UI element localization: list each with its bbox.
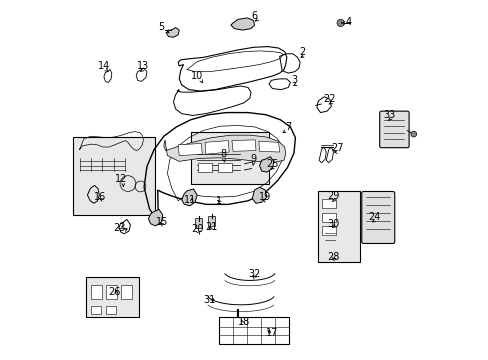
Polygon shape xyxy=(231,140,255,151)
Text: 31: 31 xyxy=(203,295,215,305)
FancyBboxPatch shape xyxy=(361,192,394,243)
FancyBboxPatch shape xyxy=(218,318,288,344)
Text: 21: 21 xyxy=(205,222,217,232)
Text: 18: 18 xyxy=(237,317,249,327)
Polygon shape xyxy=(178,143,202,156)
Bar xyxy=(91,285,102,299)
Bar xyxy=(198,163,212,172)
Bar xyxy=(217,163,231,172)
Text: 27: 27 xyxy=(330,143,343,153)
Polygon shape xyxy=(148,210,163,226)
Polygon shape xyxy=(252,187,266,203)
Bar xyxy=(73,137,155,215)
Text: 32: 32 xyxy=(248,269,260,279)
Text: 14: 14 xyxy=(98,61,110,71)
Polygon shape xyxy=(230,18,254,30)
Text: 17: 17 xyxy=(266,328,278,338)
Bar xyxy=(207,216,215,226)
Polygon shape xyxy=(259,157,273,172)
Text: 33: 33 xyxy=(383,110,395,120)
Text: 29: 29 xyxy=(326,191,339,201)
Text: 9: 9 xyxy=(250,154,256,164)
Text: 19: 19 xyxy=(259,192,271,202)
Text: 28: 28 xyxy=(326,252,339,262)
Polygon shape xyxy=(166,28,179,37)
FancyBboxPatch shape xyxy=(379,111,408,148)
Polygon shape xyxy=(182,189,197,206)
Bar xyxy=(195,218,202,228)
Text: 26: 26 xyxy=(108,287,121,297)
Circle shape xyxy=(410,131,416,137)
Text: 15: 15 xyxy=(156,217,168,227)
Text: 30: 30 xyxy=(326,219,339,229)
Text: 1: 1 xyxy=(216,196,222,206)
Bar xyxy=(121,285,132,299)
Bar xyxy=(321,199,335,208)
Text: 20: 20 xyxy=(191,225,203,234)
Bar xyxy=(321,226,335,235)
Bar xyxy=(317,191,360,262)
Text: 8: 8 xyxy=(220,149,225,159)
Circle shape xyxy=(336,19,344,27)
Text: 22: 22 xyxy=(323,94,335,104)
Text: 2: 2 xyxy=(298,46,305,57)
Text: 6: 6 xyxy=(251,11,257,21)
Bar xyxy=(91,306,101,315)
Bar xyxy=(191,132,268,184)
Polygon shape xyxy=(163,135,285,163)
Text: 7: 7 xyxy=(285,122,291,132)
Text: 25: 25 xyxy=(265,159,278,169)
Bar xyxy=(86,277,139,317)
Bar xyxy=(321,213,335,222)
Text: 4: 4 xyxy=(345,17,351,27)
Text: 11: 11 xyxy=(183,195,196,205)
Polygon shape xyxy=(204,140,228,154)
Text: 16: 16 xyxy=(94,192,106,202)
Text: 3: 3 xyxy=(290,75,296,85)
Bar xyxy=(106,306,116,315)
Text: 5: 5 xyxy=(158,22,164,32)
Text: 23: 23 xyxy=(113,224,125,233)
Bar xyxy=(106,285,117,299)
Polygon shape xyxy=(258,141,279,152)
Text: 10: 10 xyxy=(191,71,203,81)
Text: 12: 12 xyxy=(114,174,127,184)
Text: 13: 13 xyxy=(137,61,149,71)
Text: 24: 24 xyxy=(367,212,380,221)
